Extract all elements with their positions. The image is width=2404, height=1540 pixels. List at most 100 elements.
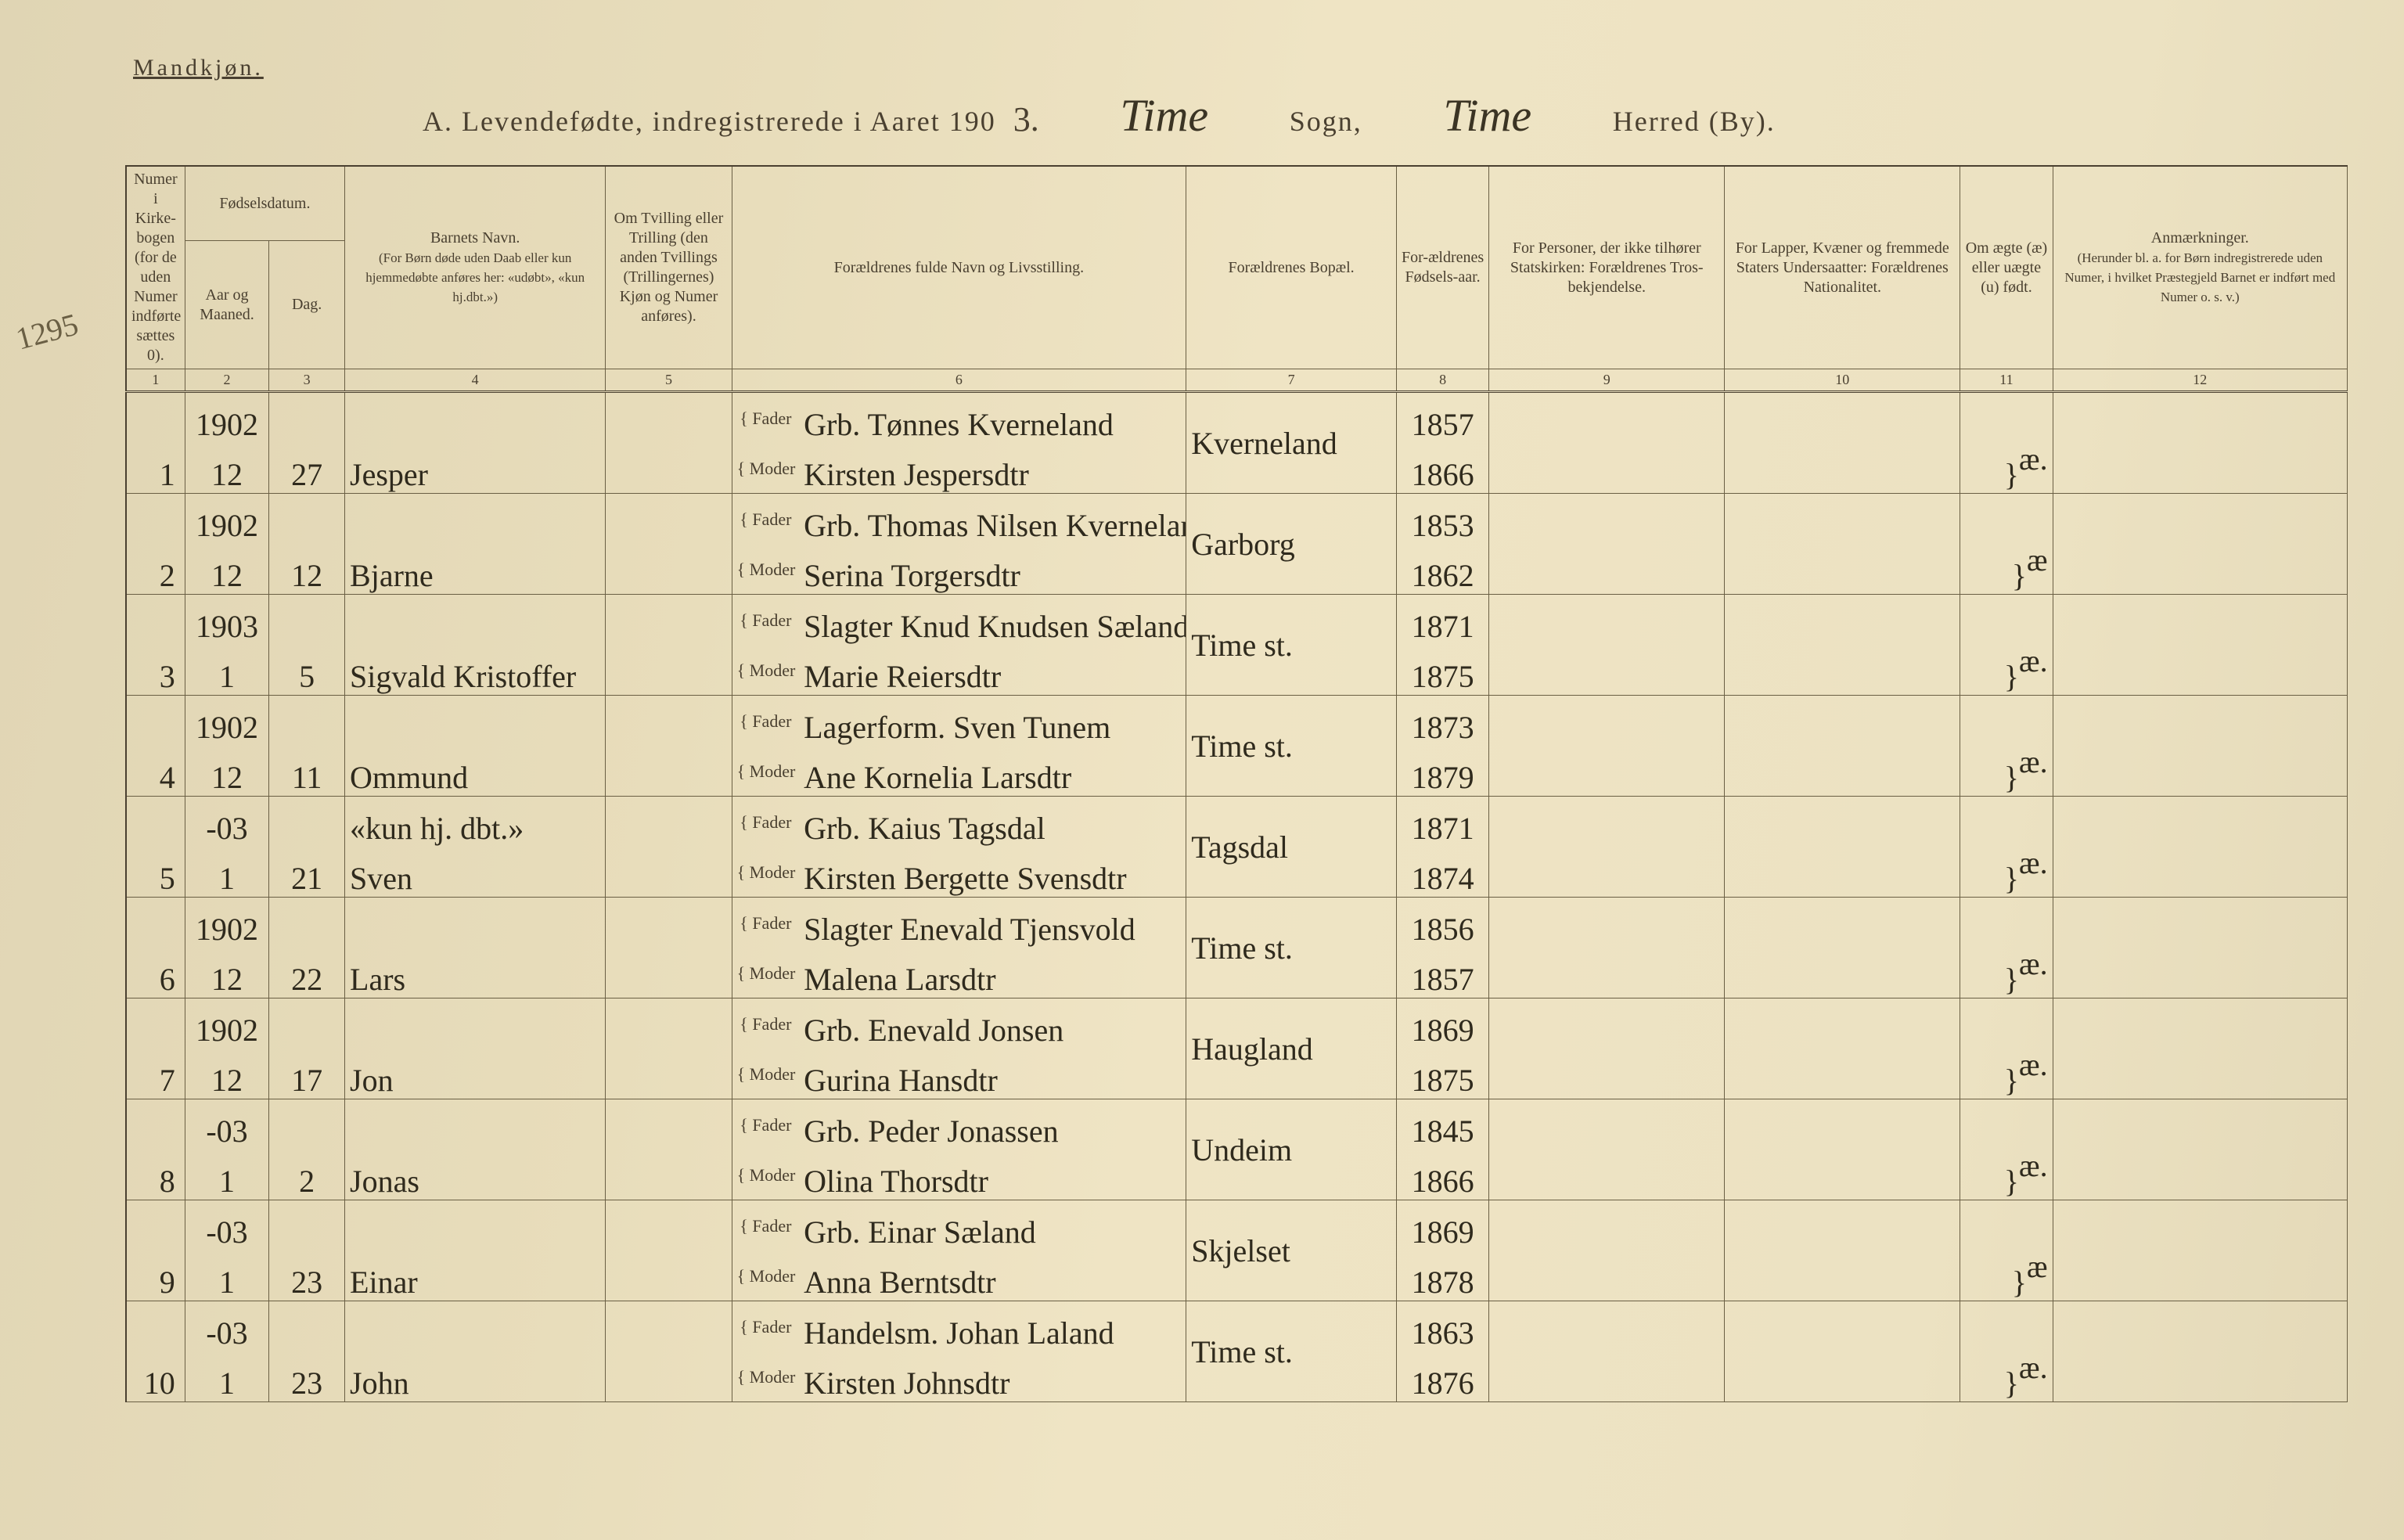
cell-fy: 1845	[1396, 1099, 1488, 1150]
table-row: 1902{ FaderGrb. Tønnes KvernelandKvernel…	[126, 391, 2348, 443]
idx-8: 8	[1396, 369, 1488, 392]
idx-10: 10	[1725, 369, 1960, 392]
cell-12a	[2053, 897, 2347, 948]
cell-fader: Grb. Tønnes Kverneland	[799, 391, 1186, 443]
ledger-table: Numer i Kirke-bogen (for de uden Numer i…	[125, 165, 2348, 1402]
cell-twin	[606, 1150, 732, 1200]
title-year: 3.	[1013, 99, 1039, 139]
table-row: 1902{ FaderGrb. Thomas Nilsen Kverneland…	[126, 493, 2348, 544]
cell-name-top	[345, 594, 606, 645]
cell-my: 1866	[1396, 443, 1488, 494]
cell-year: 1902	[185, 391, 269, 443]
cell-name: Jesper	[345, 443, 606, 494]
fader-label: { Fader	[732, 1099, 799, 1150]
cell-10b	[1725, 443, 1960, 494]
cell-bopel: Kverneland	[1186, 391, 1397, 493]
cell-bopel: Tagsdal	[1186, 796, 1397, 897]
fader-label: { Fader	[732, 1200, 799, 1250]
fader-label: { Fader	[732, 1301, 799, 1351]
cell-name-top	[345, 897, 606, 948]
cell-9b	[1489, 948, 1725, 998]
ledger-page: 1295 Mandkjøn. A. Levendefødte, indregis…	[0, 0, 2404, 1540]
fader-label: { Fader	[732, 695, 799, 746]
cell-9b	[1489, 544, 1725, 595]
cell-name-top	[345, 1200, 606, 1250]
cell-12b	[2053, 847, 2347, 898]
moder-label: { Moder	[732, 1250, 799, 1301]
cell-name: Bjarne	[345, 544, 606, 595]
cell-month: 1	[185, 1250, 269, 1301]
cell-name-top	[345, 1301, 606, 1351]
cell-fader: Grb. Kaius Tagsdal	[799, 796, 1186, 847]
cell-10a	[1725, 493, 1960, 544]
cell-name: Jonas	[345, 1150, 606, 1200]
cell-fy: 1857	[1396, 391, 1488, 443]
fader-label: { Fader	[732, 493, 799, 544]
cell-day: 12	[269, 544, 345, 595]
table-row: -03{ FaderGrb. Einar SælandSkjelset1869}…	[126, 1200, 2348, 1250]
cell-month: 12	[185, 544, 269, 595]
idx-7: 7	[1186, 369, 1397, 392]
cell-num	[126, 1301, 185, 1351]
idx-12: 12	[2053, 369, 2347, 392]
cell-10b	[1725, 948, 1960, 998]
cell-moder: Gurina Hansdtr	[799, 1049, 1186, 1099]
cell-9b	[1489, 645, 1725, 696]
cell-my: 1879	[1396, 746, 1488, 797]
cell-twin	[606, 645, 732, 696]
cell-10b	[1725, 1351, 1960, 1402]
cell-year: 1902	[185, 695, 269, 746]
cell-10a	[1725, 796, 1960, 847]
cell-9b	[1489, 1049, 1725, 1099]
cell-10a	[1725, 998, 1960, 1049]
cell-num: 10	[126, 1351, 185, 1402]
cell-twin	[606, 443, 732, 494]
cell-day: 17	[269, 1049, 345, 1099]
cell-9a	[1489, 391, 1725, 443]
cell-fy: 1873	[1396, 695, 1488, 746]
cell-num	[126, 1200, 185, 1250]
cell-12a	[2053, 796, 2347, 847]
cell-month: 12	[185, 443, 269, 494]
cell-num: 2	[126, 544, 185, 595]
cell-10a	[1725, 391, 1960, 443]
cell-day-top	[269, 998, 345, 1049]
fader-label: { Fader	[732, 594, 799, 645]
cell-bopel: Time st.	[1186, 594, 1397, 695]
cell-12b	[2053, 1351, 2347, 1402]
cell-moder: Kirsten Bergette Svensdtr	[799, 847, 1186, 898]
cell-year: -03	[185, 796, 269, 847]
cell-9b	[1489, 443, 1725, 494]
cell-fy: 1871	[1396, 796, 1488, 847]
cell-twin-top	[606, 695, 732, 746]
moder-label: { Moder	[732, 1150, 799, 1200]
cell-9a	[1489, 594, 1725, 645]
cell-twin	[606, 544, 732, 595]
cell-name-top	[345, 391, 606, 443]
cell-bopel: Time st.	[1186, 695, 1397, 796]
cell-year: -03	[185, 1301, 269, 1351]
cell-12b	[2053, 443, 2347, 494]
cell-fader: Grb. Peder Jonassen	[799, 1099, 1186, 1150]
cell-10b	[1725, 1049, 1960, 1099]
cell-year: 1902	[185, 493, 269, 544]
cell-12a	[2053, 493, 2347, 544]
cell-fy: 1853	[1396, 493, 1488, 544]
cell-legit-brace: }æ.	[1960, 594, 2053, 695]
cell-legit-brace: }æ	[1960, 493, 2053, 594]
idx-4: 4	[345, 369, 606, 392]
cell-12b	[2053, 948, 2347, 998]
cell-bopel: Time st.	[1186, 1301, 1397, 1401]
table-row: 1902{ FaderSlagter Enevald TjensvoldTime…	[126, 897, 2348, 948]
hdr-10: For Lapper, Kvæner og fremmede Staters U…	[1725, 166, 1960, 369]
cell-num: 4	[126, 746, 185, 797]
idx-3: 3	[269, 369, 345, 392]
moder-label: { Moder	[732, 443, 799, 494]
cell-fy: 1869	[1396, 1200, 1488, 1250]
hdr-2b: Dag.	[269, 241, 345, 369]
cell-month: 12	[185, 948, 269, 998]
cell-twin	[606, 1351, 732, 1402]
cell-12b	[2053, 1049, 2347, 1099]
moder-label: { Moder	[732, 746, 799, 797]
idx-11: 11	[1960, 369, 2053, 392]
